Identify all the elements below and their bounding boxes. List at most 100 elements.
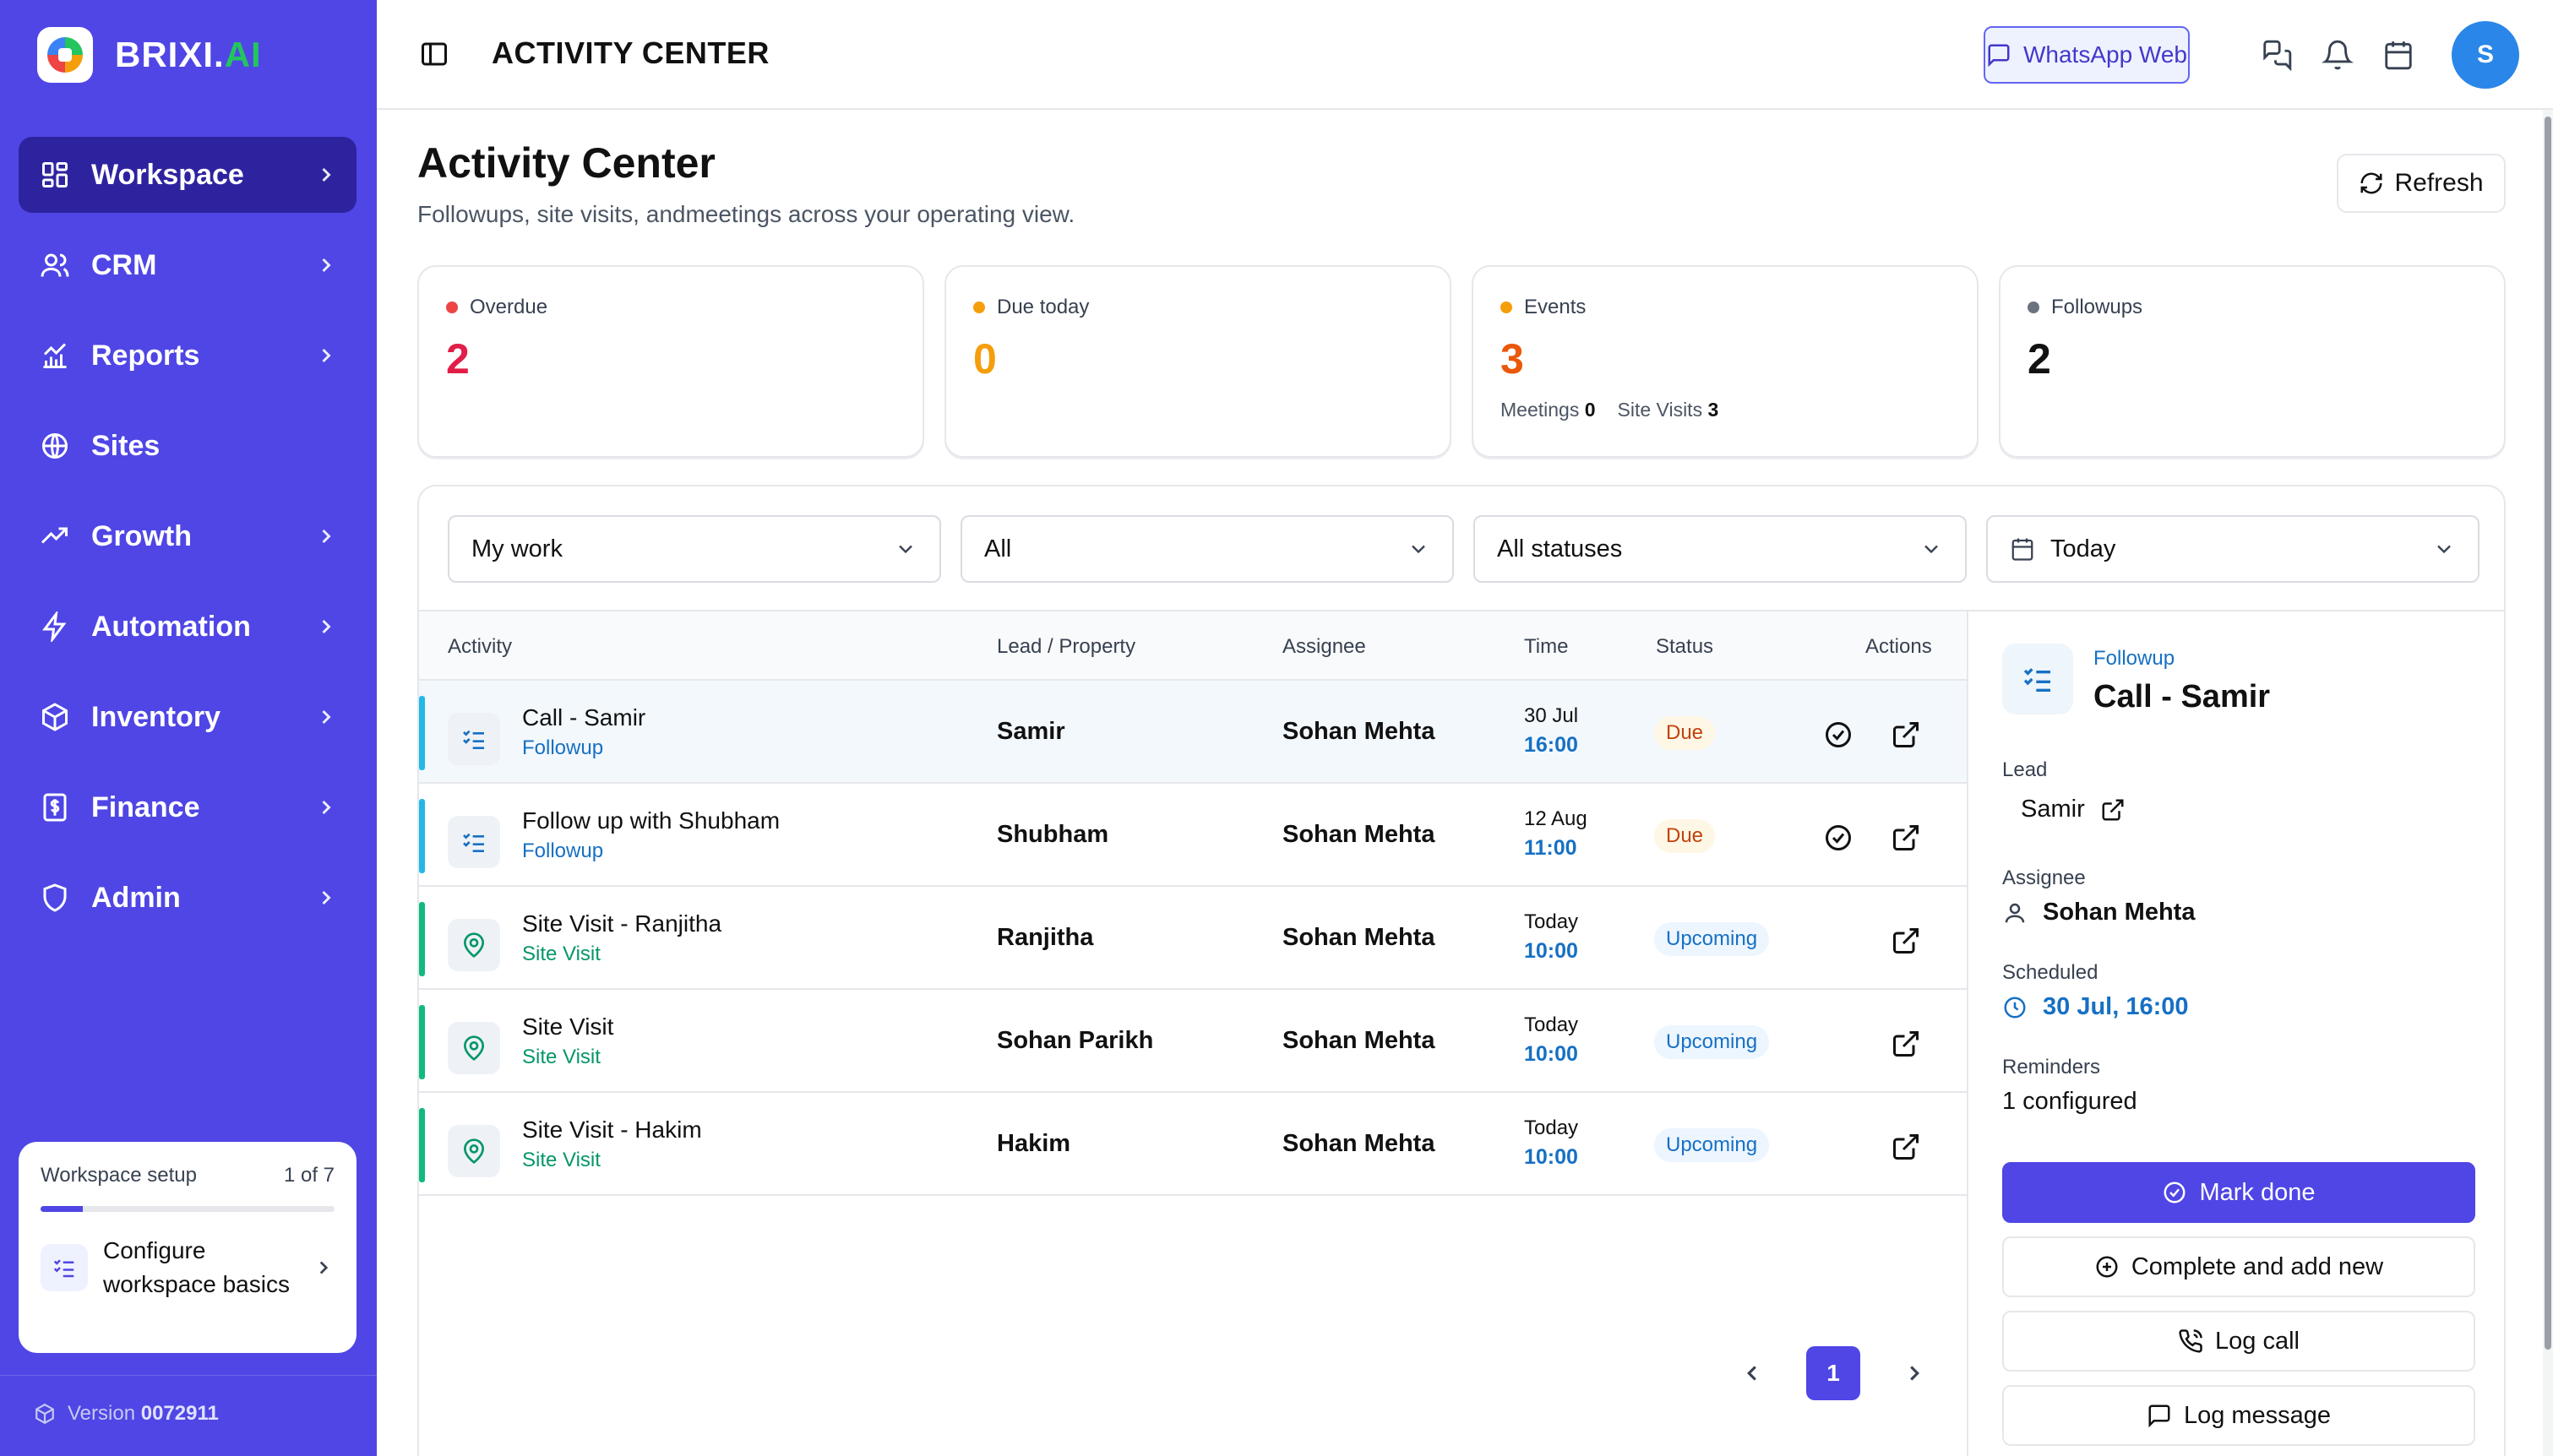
- sidebar-item-finance[interactable]: Finance: [19, 769, 357, 845]
- calendar-icon[interactable]: [2382, 39, 2414, 71]
- page-subtitle: Followups, site visits, andmeetings acro…: [417, 201, 1075, 227]
- trend-icon: [37, 519, 73, 554]
- activity-type: Site Visit: [522, 1149, 601, 1171]
- chevron-down-icon: [1924, 545, 1938, 554]
- complete-and-add-new-button[interactable]: Complete and add new: [2002, 1236, 2475, 1297]
- log-message-button[interactable]: Log message: [2002, 1385, 2475, 1446]
- site-visits-label: Site Visits: [1617, 399, 1703, 421]
- brand[interactable]: BRIXI.AI: [37, 27, 262, 83]
- check-circle-icon[interactable]: [1823, 720, 1854, 750]
- plus-circle-icon: [2096, 1256, 2118, 1278]
- sidebar-item-label: Automation: [91, 610, 251, 643]
- current-page-button[interactable]: 1: [1806, 1346, 1860, 1400]
- globe-icon: [37, 428, 73, 464]
- stat-value: 2: [2028, 335, 2051, 383]
- column-header-lead[interactable]: Lead / Property: [997, 635, 1136, 658]
- chevron-left-icon: [1747, 1366, 1756, 1381]
- topbar-title: ACTIVITY CENTER: [492, 35, 770, 70]
- scrollbar-thumb[interactable]: [2545, 117, 2551, 1350]
- lead-name: Sohan Parikh: [997, 1027, 1154, 1054]
- brand-logo-icon: [37, 27, 93, 83]
- scope-select[interactable]: My work: [448, 515, 941, 583]
- detail-scheduled: 30 Jul, 16:00: [2002, 993, 2189, 1021]
- users-icon: [37, 247, 73, 283]
- divider: [419, 610, 2504, 611]
- message-icon: [1988, 44, 2010, 68]
- row-accent: [419, 696, 425, 770]
- sidebar-item-reports[interactable]: Reports: [19, 318, 357, 394]
- sidebar-item-inventory[interactable]: Inventory: [19, 679, 357, 755]
- checklist-icon: [448, 816, 500, 868]
- reminders-label: Reminders: [2002, 1056, 2101, 1078]
- sidebar-item-growth[interactable]: Growth: [19, 498, 357, 574]
- log-call-button[interactable]: Log call: [2002, 1311, 2475, 1372]
- next-page-button[interactable]: [1899, 1358, 1930, 1388]
- chevron-right-icon: [322, 529, 331, 544]
- prev-page-button[interactable]: [1737, 1358, 1767, 1388]
- sidebar-item-crm[interactable]: CRM: [19, 227, 357, 303]
- activity-time: 11:00: [1524, 836, 1577, 860]
- table-row[interactable]: Call - Samir Followup Samir Sohan Mehta …: [419, 681, 1967, 784]
- activity-name: Site Visit - Ranjitha: [522, 910, 722, 937]
- pagination: 1: [1737, 1346, 1930, 1400]
- bell-icon[interactable]: [2322, 39, 2354, 71]
- chart-icon: [37, 338, 73, 373]
- external-link-icon[interactable]: [1891, 823, 1921, 853]
- lead-name: Ranjitha: [997, 924, 1094, 951]
- mark-done-label: Mark done: [2199, 1178, 2316, 1206]
- detail-lead-link[interactable]: Samir: [2021, 796, 2126, 823]
- activity-name: Site Visit: [522, 1013, 614, 1040]
- sidebar-item-sites[interactable]: Sites: [19, 408, 357, 484]
- mark-done-button[interactable]: Mark done: [2002, 1162, 2475, 1223]
- external-link-icon[interactable]: [1891, 720, 1921, 750]
- external-link-icon[interactable]: [1891, 926, 1921, 956]
- row-accent: [419, 1005, 425, 1079]
- status-select-value: All statuses: [1497, 535, 1623, 562]
- activity-date: 30 Jul: [1524, 704, 1579, 727]
- events-breakdown: Meetings 0 Site Visits 3: [1500, 399, 1950, 421]
- type-select[interactable]: All: [961, 515, 1454, 583]
- chevron-down-icon: [2437, 545, 2451, 554]
- complete-add-label: Complete and add new: [2131, 1252, 2384, 1280]
- activity-detail-panel: Followup Call - Samir Lead Samir Assigne…: [1967, 611, 2504, 1456]
- configure-workspace-button[interactable]: Configure workspace basics: [41, 1234, 335, 1301]
- table-row[interactable]: Site Visit - Ranjitha Site Visit Ranjith…: [419, 887, 1967, 990]
- external-link-icon[interactable]: [1891, 1029, 1921, 1059]
- activity-table: Activity Lead / Property Assignee Time S…: [419, 611, 1967, 1456]
- activity-name: Site Visit - Hakim: [522, 1116, 702, 1143]
- box-icon: [37, 699, 73, 735]
- detail-type: Followup: [2093, 647, 2175, 670]
- whatsapp-web-label: WhatsApp Web: [2022, 41, 2188, 68]
- table-row[interactable]: Site Visit Site Visit Sohan Parikh Sohan…: [419, 990, 1967, 1093]
- sidebar-toggle-icon[interactable]: [419, 39, 449, 69]
- column-header-time[interactable]: Time: [1524, 635, 1569, 658]
- grid-icon: [37, 157, 73, 193]
- workspace-setup-card: Workspace setup 1 of 7 Configure workspa…: [19, 1142, 357, 1353]
- sidebar-item-workspace[interactable]: Workspace: [19, 137, 357, 213]
- column-header-assignee[interactable]: Assignee: [1282, 635, 1366, 658]
- stat-value: 3: [1500, 335, 1524, 383]
- external-link-icon[interactable]: [1891, 1132, 1921, 1162]
- assignee-value: Sohan Mehta: [2043, 899, 2196, 926]
- page-scrollbar[interactable]: [2543, 110, 2553, 1456]
- chat-icon[interactable]: [2261, 39, 2293, 71]
- refresh-button[interactable]: Refresh: [2337, 154, 2506, 213]
- activity-date: 12 Aug: [1524, 807, 1587, 830]
- status-badge: Upcoming: [1654, 1128, 1770, 1162]
- sidebar-item-automation[interactable]: Automation: [19, 589, 357, 665]
- date-select[interactable]: Today: [1986, 515, 2480, 583]
- table-row[interactable]: Follow up with Shubham Followup Shubham …: [419, 784, 1967, 887]
- whatsapp-web-button[interactable]: WhatsApp Web: [1984, 26, 2190, 84]
- lead-value: Samir: [2021, 796, 2085, 823]
- assignee-label: Assignee: [2002, 867, 2086, 889]
- column-header-status[interactable]: Status: [1656, 635, 1714, 658]
- status-select[interactable]: All statuses: [1473, 515, 1967, 583]
- column-header-activity[interactable]: Activity: [448, 635, 513, 658]
- scheduled-value: 30 Jul, 16:00: [2043, 993, 2189, 1020]
- detail-assignee: Sohan Mehta: [2002, 899, 2195, 926]
- table-row[interactable]: Site Visit - Hakim Site Visit Hakim Soha…: [419, 1093, 1967, 1196]
- activity-name: Follow up with Shubham: [522, 807, 781, 834]
- avatar[interactable]: S: [2452, 21, 2519, 89]
- check-circle-icon[interactable]: [1823, 823, 1854, 853]
- sidebar-item-admin[interactable]: Admin: [19, 860, 357, 936]
